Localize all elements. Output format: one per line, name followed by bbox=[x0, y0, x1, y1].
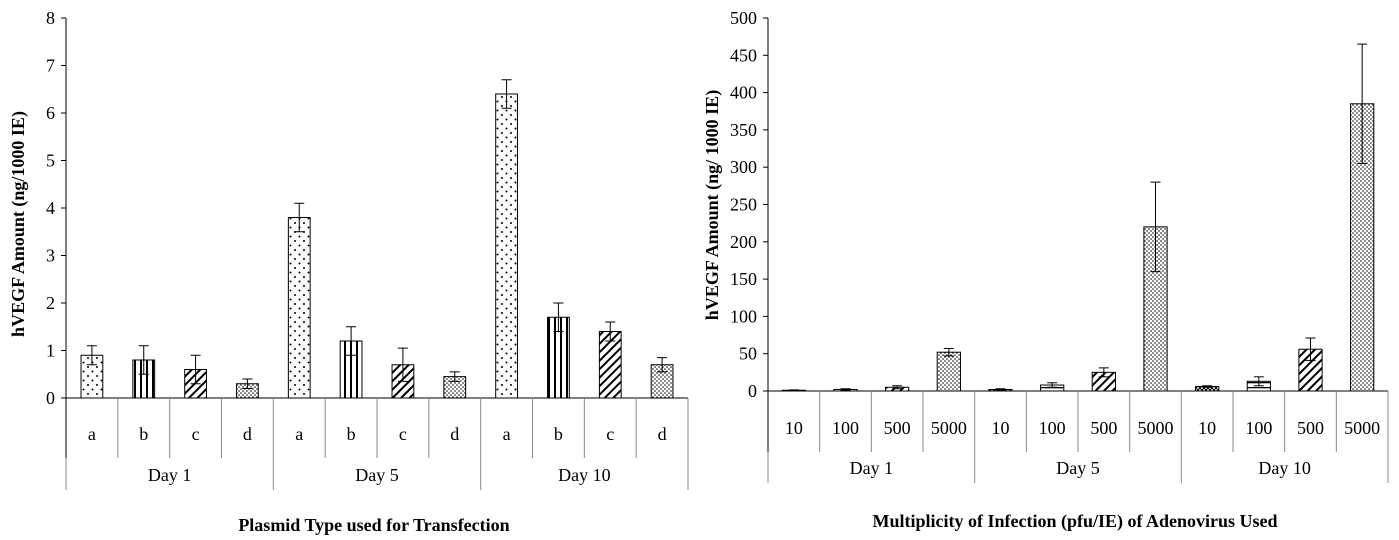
x-category-label: 500 bbox=[1090, 418, 1117, 438]
y-tick-label: 8 bbox=[46, 8, 55, 28]
error-bar bbox=[86, 345, 97, 366]
x-category-label: a bbox=[88, 424, 96, 444]
error-bar bbox=[397, 347, 408, 382]
error-bar bbox=[138, 345, 149, 375]
y-tick-label: 300 bbox=[730, 157, 757, 177]
error-bar bbox=[840, 388, 851, 391]
y-tick-label: 450 bbox=[730, 45, 757, 65]
error-bar bbox=[242, 378, 253, 389]
right-x-axis-label: Multiplicity of Infection (pfu/IE) of Ad… bbox=[872, 511, 1277, 532]
y-tick-label: 7 bbox=[46, 56, 55, 76]
x-category-label: 100 bbox=[1039, 418, 1066, 438]
x-group-label: Day 5 bbox=[1056, 458, 1100, 478]
error-bar bbox=[1202, 385, 1213, 388]
x-category-label: 5000 bbox=[1344, 418, 1380, 438]
y-tick-label: 4 bbox=[46, 198, 55, 218]
y-tick-label: 100 bbox=[730, 306, 757, 326]
error-bar bbox=[1253, 376, 1264, 387]
error-bar bbox=[190, 354, 201, 385]
error-bar bbox=[1047, 382, 1058, 388]
error-bar bbox=[501, 79, 512, 109]
error-bar bbox=[346, 326, 357, 356]
x-category-label: c bbox=[606, 424, 614, 444]
x-category-label: b bbox=[554, 424, 563, 444]
left-x-axis-label: Plasmid Type used for Transfection bbox=[238, 515, 509, 535]
y-tick-label: 6 bbox=[46, 103, 55, 123]
error-bar bbox=[449, 371, 460, 382]
bar bbox=[287, 217, 311, 399]
y-tick-label: 350 bbox=[730, 120, 757, 140]
x-category-label: 10 bbox=[785, 418, 803, 438]
x-category-label: a bbox=[295, 424, 303, 444]
x-category-label: 500 bbox=[1297, 418, 1324, 438]
adenovirus-chart: hVEGF Amount (ng/ 1000 IE) Multiplicity … bbox=[702, 8, 1389, 532]
x-group-label: Day 5 bbox=[355, 465, 399, 485]
x-category-label: 5000 bbox=[1138, 418, 1174, 438]
x-category-label: 10 bbox=[992, 418, 1010, 438]
bar bbox=[936, 351, 961, 392]
y-tick-label: 150 bbox=[730, 269, 757, 289]
x-category-label: 10 bbox=[1198, 418, 1216, 438]
x-group-label: Day 10 bbox=[1258, 458, 1311, 478]
x-category-label: 5000 bbox=[931, 418, 967, 438]
y-tick-label: 500 bbox=[730, 8, 757, 28]
error-bar bbox=[943, 347, 954, 357]
error-bar bbox=[1357, 43, 1368, 164]
y-tick-label: 0 bbox=[748, 381, 757, 401]
x-category-label: d bbox=[658, 424, 667, 444]
error-bar bbox=[1098, 367, 1109, 378]
bar bbox=[495, 93, 518, 399]
error-bar bbox=[892, 385, 903, 390]
x-group-label: Day 10 bbox=[558, 465, 611, 485]
error-bar bbox=[1150, 181, 1161, 273]
x-category-label: d bbox=[450, 424, 459, 444]
left-y-axis-label: hVEGF Amount (ng/1000 IE) bbox=[8, 111, 29, 337]
x-group-label: Day 1 bbox=[850, 458, 894, 478]
error-bar bbox=[553, 302, 564, 332]
x-group-label: Day 1 bbox=[148, 465, 192, 485]
y-tick-label: 0 bbox=[46, 388, 55, 408]
x-category-label: b bbox=[347, 424, 356, 444]
x-category-label: a bbox=[503, 424, 511, 444]
error-bar bbox=[788, 389, 799, 392]
error-bar bbox=[605, 321, 616, 342]
error-bar bbox=[995, 388, 1006, 391]
x-category-label: b bbox=[139, 424, 148, 444]
right-y-axis-label: hVEGF Amount (ng/ 1000 IE) bbox=[702, 90, 723, 320]
x-category-label: c bbox=[192, 424, 200, 444]
x-category-label: c bbox=[399, 424, 407, 444]
y-tick-label: 400 bbox=[730, 83, 757, 103]
y-tick-label: 200 bbox=[730, 232, 757, 252]
y-tick-label: 2 bbox=[46, 293, 55, 313]
x-category-label: 100 bbox=[1245, 418, 1272, 438]
x-category-label: 500 bbox=[884, 418, 911, 438]
error-bar bbox=[1305, 337, 1316, 361]
plasmid-chart: hVEGF Amount (ng/1000 IE) Plasmid Type u… bbox=[8, 8, 689, 535]
y-tick-label: 1 bbox=[46, 341, 55, 361]
y-tick-label: 5 bbox=[46, 151, 55, 171]
error-bar bbox=[294, 202, 305, 233]
y-tick-label: 3 bbox=[46, 246, 55, 266]
x-category-label: 100 bbox=[832, 418, 859, 438]
y-tick-label: 250 bbox=[730, 195, 757, 215]
x-category-label: d bbox=[243, 424, 252, 444]
y-tick-label: 50 bbox=[739, 344, 757, 364]
error-bar bbox=[657, 357, 668, 373]
